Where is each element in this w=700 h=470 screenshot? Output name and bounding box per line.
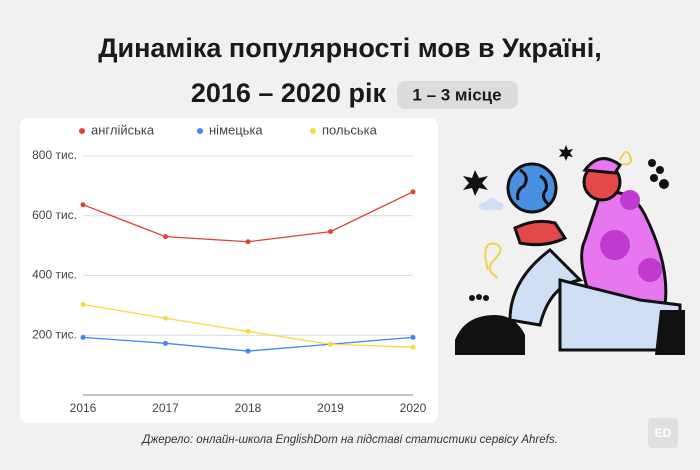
data-point <box>163 315 168 321</box>
legend-marker <box>310 128 316 134</box>
data-point <box>163 234 168 240</box>
source: Джерело: онлайн-школа EnglishDom на підс… <box>140 434 558 446</box>
data-point <box>410 189 416 195</box>
legend-label: англійська <box>91 122 155 137</box>
legend-marker <box>79 128 85 134</box>
data-point <box>328 341 333 347</box>
x-tick-label: 2019 <box>317 401 344 415</box>
x-tick-label: 2017 <box>152 401 179 415</box>
data-point <box>80 334 86 340</box>
data-point <box>328 229 333 235</box>
badge: 1 – 3 місце <box>412 85 501 104</box>
data-point <box>245 328 251 334</box>
badge-bg <box>397 81 518 109</box>
data-point <box>410 344 416 350</box>
logo-bg <box>648 418 678 448</box>
legend-label: польська <box>322 122 378 137</box>
y-tick-label: 200 тис. <box>32 327 77 341</box>
x-tick-label: 2020 <box>400 401 427 415</box>
data-point <box>163 340 168 346</box>
title-line: 2016 – 2020 рік <box>191 78 387 108</box>
data-point <box>80 202 86 208</box>
data-point <box>245 239 251 245</box>
y-tick-label: 800 тис. <box>32 148 77 162</box>
x-tick-label: 2018 <box>235 401 262 415</box>
y-tick-label: 600 тис. <box>32 208 77 222</box>
data-point <box>410 334 416 340</box>
title-line: Динаміка популярності мов в Україні, <box>98 33 602 63</box>
chart: 200 тис. 400 тис. 600 тис. 800 тис. 2016 2017… <box>32 122 427 415</box>
chart-panel <box>20 118 438 423</box>
data-point <box>245 348 251 354</box>
illustration: ED <box>455 145 685 448</box>
logo: ED <box>655 426 672 440</box>
legend-label: німецька <box>209 122 263 137</box>
legend-marker <box>197 128 203 134</box>
data-point <box>80 301 86 307</box>
y-tick-label: 400 тис. <box>32 268 77 282</box>
x-tick-label: 2016 <box>70 401 97 415</box>
